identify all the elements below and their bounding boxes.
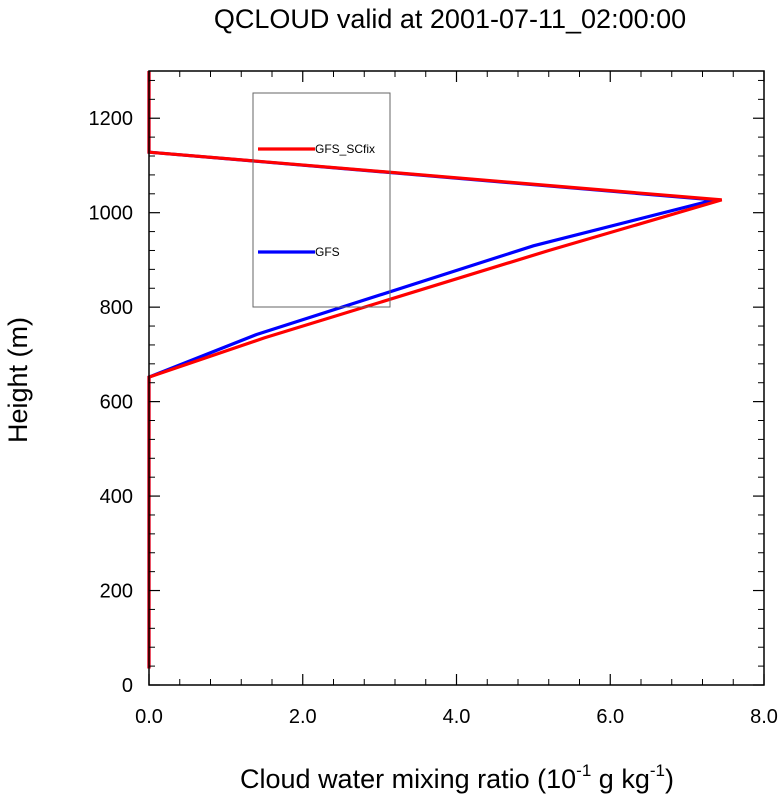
- x-axis-label: Cloud water mixing ratio (10-1 g kg-1): [240, 761, 674, 794]
- x-tick-label: 8.0: [750, 706, 778, 728]
- x-axis-label-main: Cloud water mixing ratio (10: [240, 764, 576, 794]
- y-tick-label: 400: [100, 486, 133, 508]
- y-tick-label: 1000: [89, 203, 134, 225]
- x-axis-label-sup2: -1: [650, 761, 665, 780]
- y-tick-label: 0: [122, 675, 133, 697]
- ticks-layer: 0.0 2.0 4.0 6.0 8.0 0 200 400 600 800 1000 1200: [89, 71, 778, 728]
- x-tick-label: 6.0: [596, 706, 624, 728]
- y-tick-label: 1200: [89, 108, 134, 130]
- y-tick-label: 800: [100, 297, 133, 319]
- series-line-gfs-scfix: [147, 71, 723, 669]
- series-layer: [147, 71, 723, 669]
- y-tick-label: 200: [100, 581, 133, 603]
- legend: GFS_SCfix GFS: [252, 92, 391, 308]
- legend-label-gfs-scfix: GFS_SCfix: [315, 142, 375, 156]
- y-axis-label: Height (m): [3, 317, 33, 443]
- x-axis-label-mid: g kg: [591, 764, 650, 794]
- x-tick-label: 2.0: [289, 706, 317, 728]
- y-tick-label: 600: [100, 392, 133, 414]
- x-axis-label-end: ): [665, 764, 674, 794]
- x-tick-label: 4.0: [443, 706, 471, 728]
- legend-box: [252, 92, 391, 308]
- chart-title: QCLOUD valid at 2001-07-11_02:00:00: [214, 4, 686, 34]
- x-axis-label-sup1: -1: [576, 761, 591, 780]
- legend-label-gfs: GFS: [315, 245, 340, 259]
- x-tick-label: 0.0: [135, 706, 163, 728]
- plot-frame: [148, 70, 765, 686]
